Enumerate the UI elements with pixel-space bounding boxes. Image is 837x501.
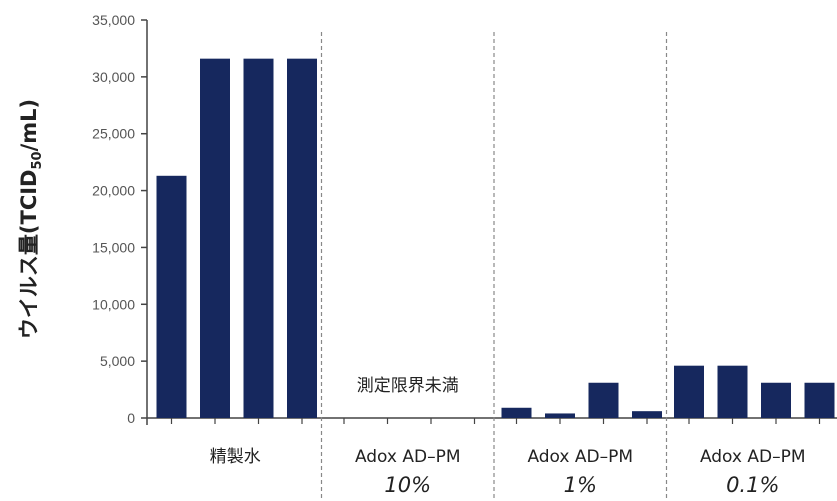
bar bbox=[545, 413, 575, 418]
bar bbox=[761, 382, 791, 418]
bar bbox=[156, 175, 187, 418]
x-axis-labels: 精製水 Adox AD–PM 10% Adox AD–PM 1% Adox AD–PM 0.… bbox=[210, 447, 806, 497]
below-detection-limit-note: 測定限界未満 bbox=[357, 376, 459, 396]
y-tick-label: 25,000 bbox=[92, 126, 135, 142]
group-concentration-label: 1% bbox=[564, 473, 597, 497]
y-axis-title-subscript: 50 bbox=[30, 151, 45, 169]
bar bbox=[804, 382, 835, 418]
y-axis-label: ウイルス量(TCID50/mL) bbox=[17, 99, 45, 339]
y-tick-label: 30,000 bbox=[92, 69, 135, 85]
y-tick-label: 35,000 bbox=[92, 12, 135, 28]
y-tick-label: 5,000 bbox=[100, 353, 135, 369]
bar bbox=[501, 407, 532, 418]
group-label: Adox AD–PM bbox=[700, 447, 806, 467]
group-separators bbox=[320, 32, 668, 498]
y-axis-title: ウイルス量(TCID50/mL) bbox=[17, 99, 45, 339]
y-axis-title-tail: /mL) bbox=[17, 99, 41, 152]
bar bbox=[243, 58, 274, 419]
bar bbox=[287, 58, 317, 419]
y-tick-label: 15,000 bbox=[92, 239, 135, 255]
y-tick-label: 0 bbox=[127, 410, 135, 426]
y-tick-label: 10,000 bbox=[92, 296, 135, 312]
annotations: 測定限界未満 bbox=[357, 376, 459, 396]
bar bbox=[632, 411, 662, 418]
group-label: Adox AD–PM bbox=[527, 447, 633, 467]
bar bbox=[200, 58, 230, 419]
y-tick-label: 20,000 bbox=[92, 183, 135, 199]
bars bbox=[156, 58, 835, 424]
group-concentration-label: 0.1% bbox=[726, 473, 779, 497]
bar bbox=[717, 365, 748, 418]
group-concentration-label: 10% bbox=[384, 473, 431, 497]
bar bbox=[588, 382, 619, 418]
bar bbox=[674, 365, 704, 418]
y-axis-title-main: ウイルス量(TCID bbox=[17, 170, 41, 340]
group-label: 精製水 bbox=[210, 447, 261, 467]
group-label: Adox AD–PM bbox=[355, 447, 461, 467]
